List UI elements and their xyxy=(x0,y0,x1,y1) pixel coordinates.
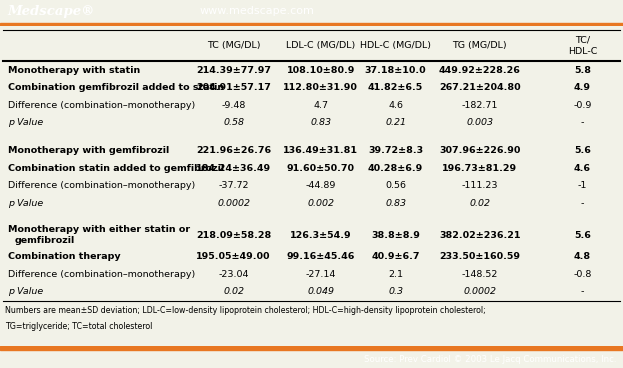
Text: 0.02: 0.02 xyxy=(469,199,490,208)
Text: www.medscape.com: www.medscape.com xyxy=(199,6,314,16)
Text: 5.6: 5.6 xyxy=(574,231,591,240)
Text: Monotherapy with either statin or: Monotherapy with either statin or xyxy=(8,225,190,234)
Text: 136.49±31.81: 136.49±31.81 xyxy=(283,146,358,155)
Text: 218.09±58.28: 218.09±58.28 xyxy=(196,231,271,240)
Text: 112.80±31.90: 112.80±31.90 xyxy=(283,83,358,92)
Text: 0.56: 0.56 xyxy=(385,181,406,190)
Text: -: - xyxy=(581,287,584,296)
Text: 2.1: 2.1 xyxy=(388,270,403,279)
Text: 40.9±6.7: 40.9±6.7 xyxy=(371,252,420,261)
Text: 221.96±26.76: 221.96±26.76 xyxy=(196,146,271,155)
Text: 0.049: 0.049 xyxy=(307,287,335,296)
Text: 0.3: 0.3 xyxy=(388,287,403,296)
Text: p Value: p Value xyxy=(8,287,44,296)
Text: Difference (combination–monotherapy): Difference (combination–monotherapy) xyxy=(8,270,196,279)
Text: 0.0002: 0.0002 xyxy=(464,287,496,296)
Text: 449.92±228.26: 449.92±228.26 xyxy=(439,66,521,75)
Text: TC (MG/DL): TC (MG/DL) xyxy=(207,41,260,50)
Text: 108.10±80.9: 108.10±80.9 xyxy=(287,66,355,75)
Text: -148.52: -148.52 xyxy=(462,270,498,279)
Text: 4.9: 4.9 xyxy=(574,83,591,92)
Text: Combination statin added to gemfibrozil: Combination statin added to gemfibrozil xyxy=(8,164,224,173)
Text: Source: Prev Cardiol © 2003 Le Jacq Communications, Inc.: Source: Prev Cardiol © 2003 Le Jacq Comm… xyxy=(364,355,617,364)
Text: HDL-C (MG/DL): HDL-C (MG/DL) xyxy=(360,41,431,50)
Text: 5.6: 5.6 xyxy=(574,146,591,155)
Text: p Value: p Value xyxy=(8,199,44,208)
Text: 233.50±160.59: 233.50±160.59 xyxy=(439,252,520,261)
Text: 39.72±8.3: 39.72±8.3 xyxy=(368,146,423,155)
Text: 91.60±50.70: 91.60±50.70 xyxy=(287,164,355,173)
Text: 38.8±8.9: 38.8±8.9 xyxy=(371,231,420,240)
Text: 195.05±49.00: 195.05±49.00 xyxy=(196,252,271,261)
Text: 267.21±204.80: 267.21±204.80 xyxy=(439,83,521,92)
Text: 184.24±36.49: 184.24±36.49 xyxy=(196,164,271,173)
Text: Difference (combination–monotherapy): Difference (combination–monotherapy) xyxy=(8,181,196,190)
Text: 0.21: 0.21 xyxy=(385,118,406,127)
Bar xyxy=(0,346,623,350)
Text: gemfibrozil: gemfibrozil xyxy=(14,236,75,245)
Text: 126.3±54.9: 126.3±54.9 xyxy=(290,231,351,240)
Text: -111.23: -111.23 xyxy=(462,181,498,190)
Text: Difference (combination–monotherapy): Difference (combination–monotherapy) xyxy=(8,101,196,110)
Text: TG (MG/DL): TG (MG/DL) xyxy=(452,41,507,50)
Text: 0.02: 0.02 xyxy=(223,287,244,296)
Text: 214.39±77.97: 214.39±77.97 xyxy=(196,66,271,75)
Text: 196.73±81.29: 196.73±81.29 xyxy=(442,164,517,173)
Text: -27.14: -27.14 xyxy=(306,270,336,279)
Text: 40.28±6.9: 40.28±6.9 xyxy=(368,164,423,173)
Text: Combination therapy: Combination therapy xyxy=(8,252,121,261)
Bar xyxy=(0,23,623,26)
Text: 4.8: 4.8 xyxy=(574,252,591,261)
Text: 4.6: 4.6 xyxy=(388,101,403,110)
Text: TC/: TC/ xyxy=(575,35,590,44)
Text: LDL-C (MG/DL): LDL-C (MG/DL) xyxy=(286,41,356,50)
Text: -0.8: -0.8 xyxy=(573,270,592,279)
Text: 4.6: 4.6 xyxy=(574,164,591,173)
Text: Monotherapy with gemfibrozil: Monotherapy with gemfibrozil xyxy=(8,146,169,155)
Text: Numbers are mean±SD deviation; LDL-C=low-density lipoprotein cholesterol; HDL-C=: Numbers are mean±SD deviation; LDL-C=low… xyxy=(5,306,485,315)
Text: -23.04: -23.04 xyxy=(219,270,249,279)
Text: -9.48: -9.48 xyxy=(221,101,246,110)
Text: -44.89: -44.89 xyxy=(306,181,336,190)
Text: 37.18±10.0: 37.18±10.0 xyxy=(365,66,426,75)
Text: -0.9: -0.9 xyxy=(573,101,592,110)
Text: 382.02±236.21: 382.02±236.21 xyxy=(439,231,520,240)
Text: p Value: p Value xyxy=(8,118,44,127)
Text: 0.003: 0.003 xyxy=(466,118,493,127)
Text: -: - xyxy=(581,118,584,127)
Text: -182.71: -182.71 xyxy=(462,101,498,110)
Text: 4.7: 4.7 xyxy=(313,101,328,110)
Text: Monotherapy with statin: Monotherapy with statin xyxy=(8,66,140,75)
Text: 5.8: 5.8 xyxy=(574,66,591,75)
Text: TG=triglyceride; TC=total cholesterol: TG=triglyceride; TC=total cholesterol xyxy=(5,322,153,331)
Text: 0.83: 0.83 xyxy=(310,118,331,127)
Text: 0.58: 0.58 xyxy=(223,118,244,127)
Text: 99.16±45.46: 99.16±45.46 xyxy=(287,252,355,261)
Text: -37.72: -37.72 xyxy=(219,181,249,190)
Text: 0.83: 0.83 xyxy=(385,199,406,208)
Text: 0.0002: 0.0002 xyxy=(217,199,250,208)
Text: 0.002: 0.002 xyxy=(307,199,335,208)
Text: 307.96±226.90: 307.96±226.90 xyxy=(439,146,520,155)
Text: HDL-C: HDL-C xyxy=(568,47,597,56)
Text: -: - xyxy=(581,199,584,208)
Text: Medscape®: Medscape® xyxy=(7,5,95,18)
Text: Combination gemfibrozil added to statin: Combination gemfibrozil added to statin xyxy=(8,83,224,92)
Text: 41.82±6.5: 41.82±6.5 xyxy=(368,83,423,92)
Text: 204.91±57.17: 204.91±57.17 xyxy=(196,83,271,92)
Text: -1: -1 xyxy=(578,181,587,190)
